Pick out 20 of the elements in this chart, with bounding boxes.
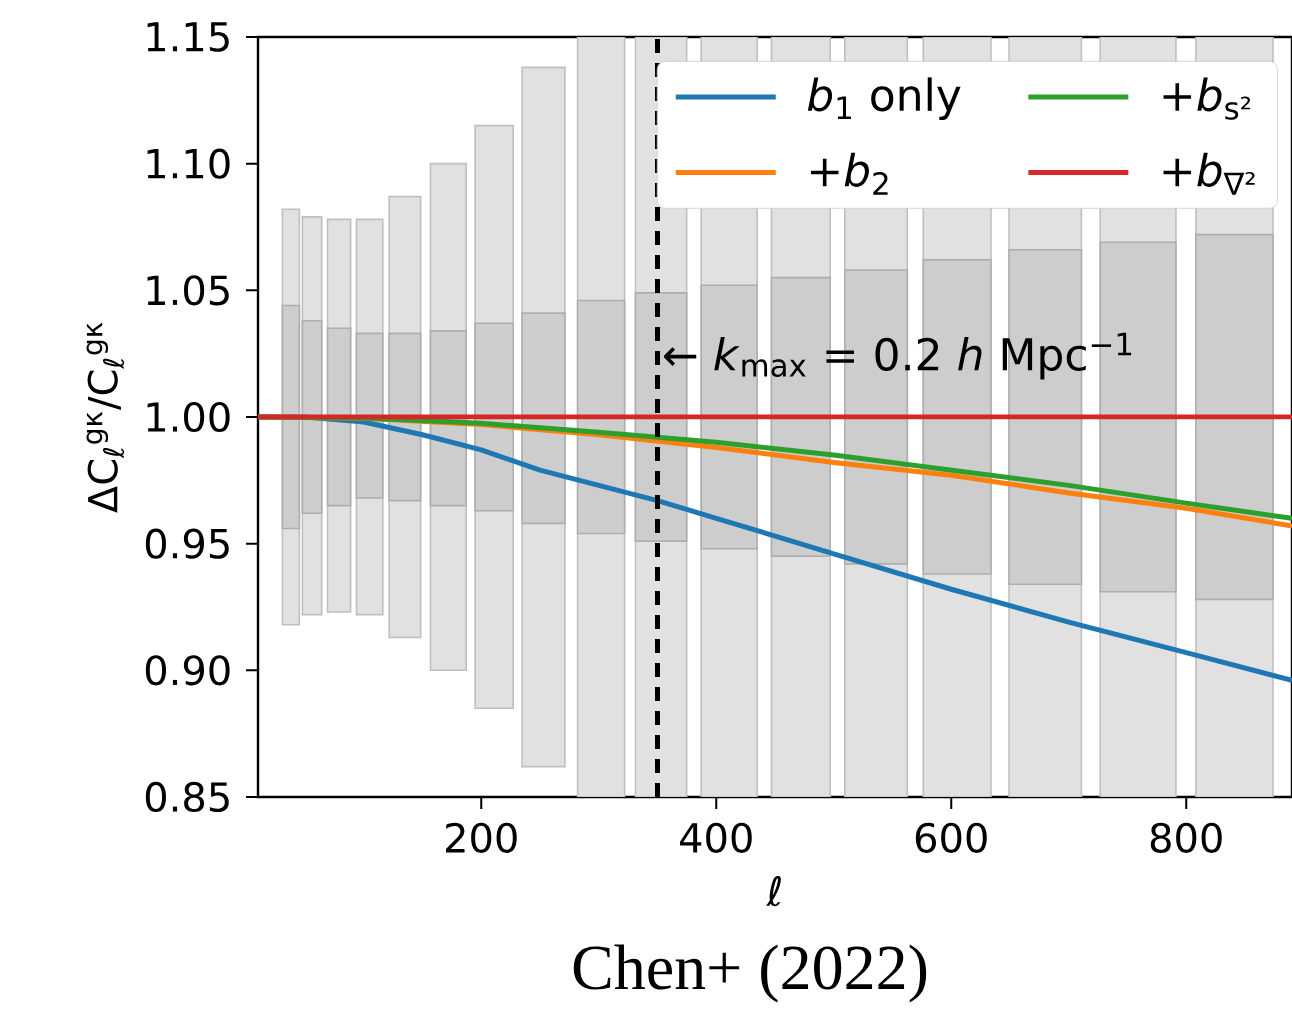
y-axis-title: ΔC$_{ℓ}$$^{gκ}$/C$_{ℓ}$gκ	[86, 322, 125, 513]
y-tick-label: 0.85	[145, 781, 229, 813]
x-tick-label: 600	[915, 822, 987, 853]
y-tick-label: 0.90	[145, 655, 230, 686]
x-tick-label: 400	[680, 822, 752, 853]
y-tick-label: 1.10	[147, 148, 230, 179]
y-tick-label: 1.15	[147, 22, 229, 52]
annotation: ← k$_{max}$ = 0.2 h Mpc$^{−1}$	[664, 332, 1132, 380]
text: Chen+ (2022)	[573, 944, 927, 1003]
legend-label: +b$_{∇²}$	[1163, 152, 1255, 195]
bar	[576, 299, 626, 535]
y-tick-label: 1.05	[147, 275, 229, 306]
x-axis-title: ℓ	[766, 876, 781, 907]
legend-label: b$_{1}$ only	[807, 77, 961, 120]
x-tick-label: 200	[445, 822, 517, 853]
y-tick-label: 1.00	[147, 401, 230, 433]
legend-label: +b$_{s²}$	[1163, 77, 1251, 120]
y-tick-label: 0.95	[145, 528, 229, 559]
x-tick-label: 800	[1150, 822, 1222, 853]
legend-label: +b$_{2}$	[810, 152, 888, 195]
